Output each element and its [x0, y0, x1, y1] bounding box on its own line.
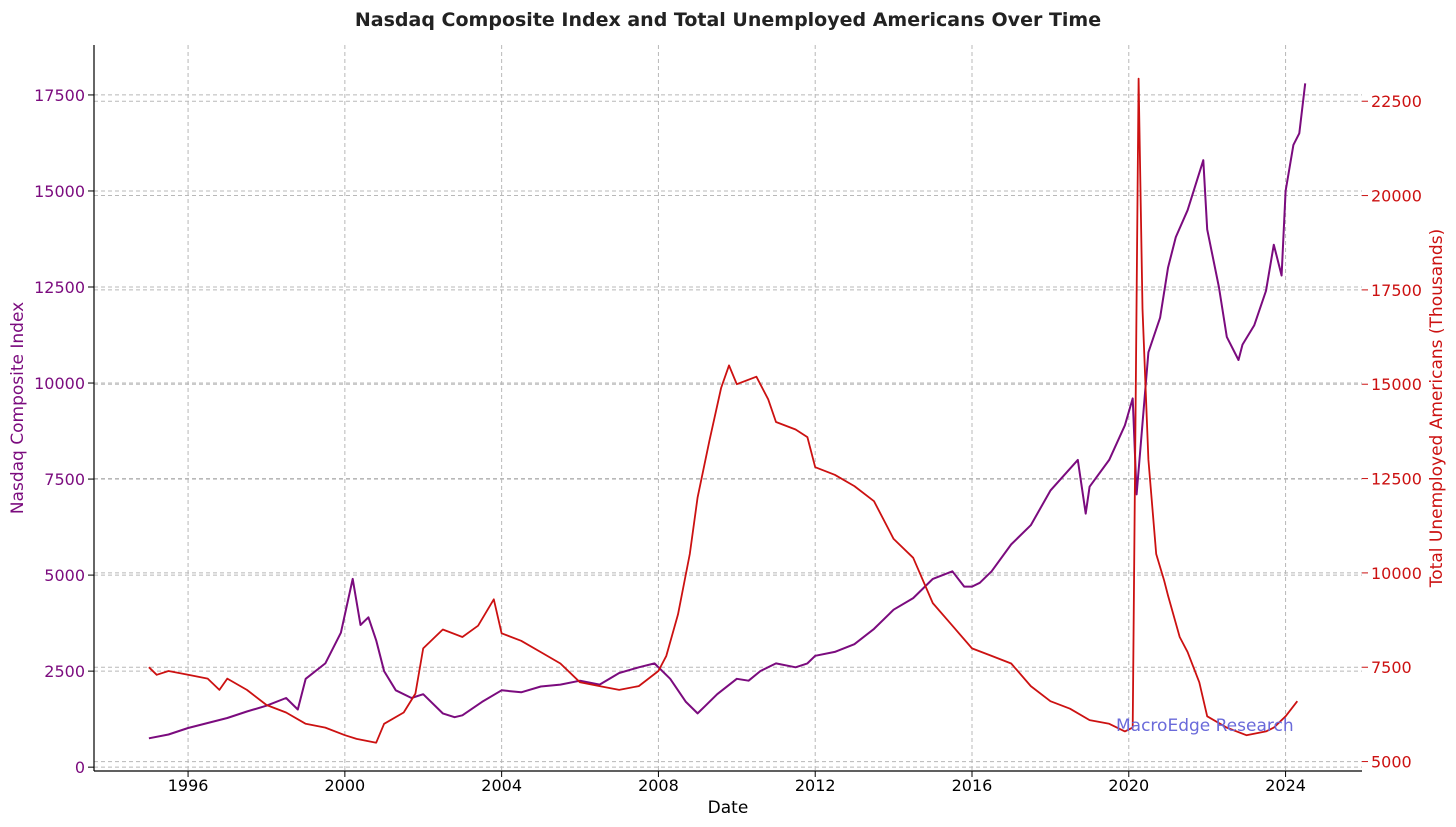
grid: [94, 45, 1362, 771]
x-tick-label: 2024: [1265, 776, 1306, 795]
y-left-tick-label: 7500: [44, 470, 85, 489]
y-axis-label-left: Nasdaq Composite Index: [8, 302, 28, 514]
series-line-nasdaq: [148, 83, 1307, 740]
series-line-unemployed: [148, 77, 1299, 744]
y-right-tick-label: 5000: [1371, 753, 1412, 772]
y-left-tick-label: 12500: [34, 278, 85, 297]
y-right-tick-label: 7500: [1371, 658, 1412, 677]
y-axis-label-right: Total Unemployed Americans (Thousands): [1427, 229, 1447, 588]
tick-labels: 1996 2000 2004 2008 2012 2016 2020 2024 0 2500 500…: [34, 86, 1422, 795]
x-tick-label: 2016: [952, 776, 993, 795]
y-right-tick-label: 20000: [1371, 187, 1422, 206]
y-left-tick-label: 15000: [34, 182, 85, 201]
axes: [88, 45, 1368, 777]
y-right-tick-label: 17500: [1371, 281, 1422, 300]
y-left-tick-label: 10000: [34, 374, 85, 393]
y-left-tick-label: 17500: [34, 86, 85, 105]
watermark: MacroEdge Research: [1116, 716, 1294, 736]
x-tick-label: 2000: [324, 776, 365, 795]
series-lines: [148, 77, 1307, 744]
y-right-tick-label: 15000: [1371, 375, 1422, 394]
x-tick-label: 2020: [1108, 776, 1149, 795]
x-tick-label: 2004: [481, 776, 522, 795]
x-tick-label: 2008: [638, 776, 679, 795]
y-left-tick-label: 0: [75, 758, 85, 777]
chart-title: Nasdaq Composite Index and Total Unemplo…: [355, 9, 1101, 31]
y-right-tick-label: 22500: [1371, 92, 1422, 111]
y-right-tick-label: 12500: [1371, 470, 1422, 489]
x-tick-label: 1996: [168, 776, 209, 795]
x-tick-label: 2012: [795, 776, 836, 795]
y-left-tick-label: 5000: [44, 566, 85, 585]
y-left-tick-label: 2500: [44, 662, 85, 681]
y-right-tick-label: 10000: [1371, 564, 1422, 583]
x-axis-label: Date: [708, 798, 749, 818]
